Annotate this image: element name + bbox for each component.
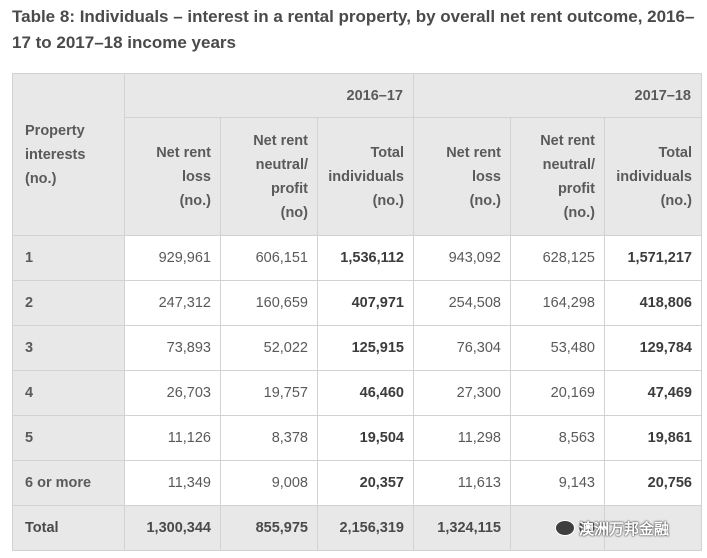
table-cell: 20,756	[604, 460, 702, 506]
table-cell: 20,169	[510, 370, 605, 416]
table-row: 2 247,312 160,659 407,971 254,508 164,29…	[12, 280, 702, 326]
table-cell: 20,357	[317, 460, 414, 506]
table-cell: 8,563	[510, 415, 605, 461]
table-cell: 628,125	[510, 235, 605, 281]
table-cell: 254,508	[413, 280, 511, 326]
table-cell: 27,300	[413, 370, 511, 416]
column-header: Total individuals (no.)	[317, 117, 414, 236]
table-cell: 1,300,344	[124, 505, 221, 551]
column-header: Net rent neutral/profit (no.)	[510, 117, 605, 236]
table-cell: 11,613	[413, 460, 511, 506]
table-cell: 11,349	[124, 460, 221, 506]
table-cell: 929,961	[124, 235, 221, 281]
column-header: Net rent loss (no.)	[413, 117, 511, 236]
table-row: 5 11,126 8,378 19,504 11,298 8,563 19,86…	[12, 415, 702, 461]
column-header: Net rent loss (no.)	[124, 117, 221, 236]
table-cell: 1,571,217	[604, 235, 702, 281]
year-header-2017-18: 2017–18	[413, 73, 702, 118]
table-cell: 47,469	[604, 370, 702, 416]
table-cell: 26,703	[124, 370, 221, 416]
table-title: Table 8: Individuals – interest in a ren…	[12, 7, 695, 52]
rental-property-table: Property interests (no.) 2016–17 2017–18…	[12, 73, 702, 551]
property-interests-header: Property interests (no.)	[12, 73, 125, 236]
table-cell: 19,861	[604, 415, 702, 461]
table-cell: 247,312	[124, 280, 221, 326]
table-cell: 53,480	[510, 325, 605, 371]
table-cell: 11,126	[124, 415, 221, 461]
row-label: 4	[12, 370, 125, 416]
column-header: Net rent neutral/profit (no)	[220, 117, 318, 236]
row-label: Total	[12, 505, 125, 551]
row-label: 3	[12, 325, 125, 371]
table-cell: 129,784	[604, 325, 702, 371]
table-cell: 943,092	[413, 235, 511, 281]
table-cell: 11,298	[413, 415, 511, 461]
total-row: Total 1,300,344 855,975 2,156,319 1,324,…	[12, 505, 702, 551]
table-cell: 9,008	[220, 460, 318, 506]
table-cell: 2,156,319	[317, 505, 414, 551]
watermark-text: 澳洲万邦金融	[579, 519, 670, 538]
table-cell: 73,893	[124, 325, 221, 371]
column-header: Total individuals (no.)	[604, 117, 702, 236]
row-label: 2	[12, 280, 125, 326]
wechat-icon	[555, 520, 575, 536]
table-cell: 164,298	[510, 280, 605, 326]
table-cell: 76,304	[413, 325, 511, 371]
table-cell: 855,975	[220, 505, 318, 551]
table-cell: 160,659	[220, 280, 318, 326]
table-row: 4 26,703 19,757 46,460 27,300 20,169 47,…	[12, 370, 702, 416]
table-cell: 407,971	[317, 280, 414, 326]
table-cell: 9,143	[510, 460, 605, 506]
row-label: 1	[12, 235, 125, 281]
table-row: 6 or more 11,349 9,008 20,357 11,613 9,1…	[12, 460, 702, 506]
table-cell: 19,757	[220, 370, 318, 416]
table-cell: 418,806	[604, 280, 702, 326]
table-cell: 52,022	[220, 325, 318, 371]
table-row: 3 73,893 52,022 125,915 76,304 53,480 12…	[12, 325, 702, 371]
table-cell: 46,460	[317, 370, 414, 416]
row-label: 5	[12, 415, 125, 461]
row-label: 6 or more	[12, 460, 125, 506]
year-header-2016-17: 2016–17	[124, 73, 414, 118]
table-cell: 1,536,112	[317, 235, 414, 281]
table-cell: 19,504	[317, 415, 414, 461]
table-cell	[604, 505, 702, 551]
watermark: 澳洲万邦金融	[555, 515, 705, 541]
table-cell: 606,151	[220, 235, 318, 281]
table-cell: 1,324,115	[413, 505, 511, 551]
table-cell: 8,378	[220, 415, 318, 461]
table-row: 1 929,961 606,151 1,536,112 943,092 628,…	[12, 235, 702, 281]
table-cell: 125,915	[317, 325, 414, 371]
